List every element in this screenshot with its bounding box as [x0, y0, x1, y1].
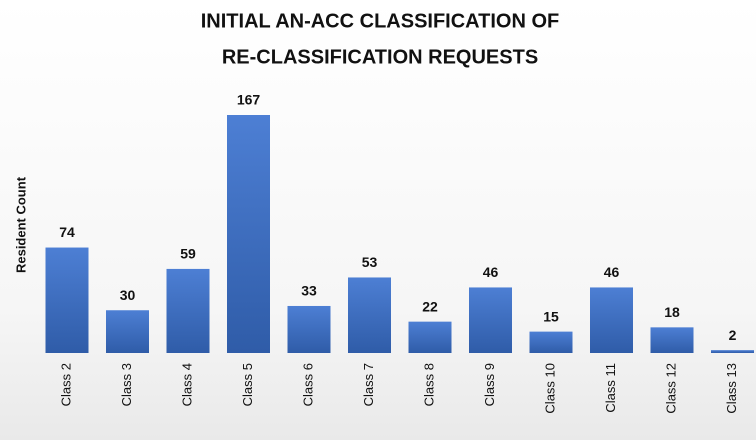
- x-tick-label: Class 5: [240, 363, 255, 406]
- x-tick-label: Class 7: [361, 363, 376, 406]
- data-label: 33: [301, 283, 317, 299]
- bar: [227, 115, 270, 353]
- x-tick-label: Class 11: [603, 363, 618, 413]
- bar: [287, 305, 331, 353]
- data-label: 2: [729, 327, 737, 343]
- data-label: 30: [120, 287, 136, 303]
- data-label: 59: [180, 246, 196, 262]
- bar: [469, 287, 512, 353]
- bar: [529, 331, 573, 353]
- bar: [650, 327, 694, 353]
- bar: [166, 268, 210, 353]
- x-tick-label: Class 3: [119, 363, 134, 406]
- data-label: 53: [362, 254, 378, 270]
- bar: [45, 247, 89, 353]
- data-label: 18: [664, 304, 680, 320]
- data-label: 46: [483, 264, 499, 280]
- data-label: 15: [543, 308, 559, 324]
- y-axis-label: Resident Count: [13, 176, 28, 273]
- data-label: 46: [604, 264, 620, 280]
- bar: [408, 321, 452, 353]
- data-label: 22: [422, 298, 438, 314]
- data-label: 167: [237, 92, 261, 108]
- x-tick-label: Class 13: [724, 363, 739, 414]
- x-tick-label: Class 12: [663, 363, 678, 414]
- x-tick-label: Class 10: [542, 363, 557, 414]
- bar: [348, 277, 391, 353]
- x-tick-label: Class 2: [58, 363, 73, 406]
- x-tick-label: Class 9: [482, 363, 497, 406]
- x-tick-label: Class 8: [421, 363, 436, 406]
- chart-title: RE-CLASSIFICATION REQUESTS: [222, 46, 538, 68]
- data-label: 74: [59, 224, 75, 240]
- bar: [106, 310, 149, 353]
- bar: [711, 350, 754, 353]
- chart-title: INITIAL AN-ACC CLASSIFICATION OF: [201, 10, 560, 32]
- x-tick-label: Class 6: [300, 363, 315, 406]
- bar: [590, 287, 633, 353]
- x-tick-label: Class 4: [179, 363, 194, 406]
